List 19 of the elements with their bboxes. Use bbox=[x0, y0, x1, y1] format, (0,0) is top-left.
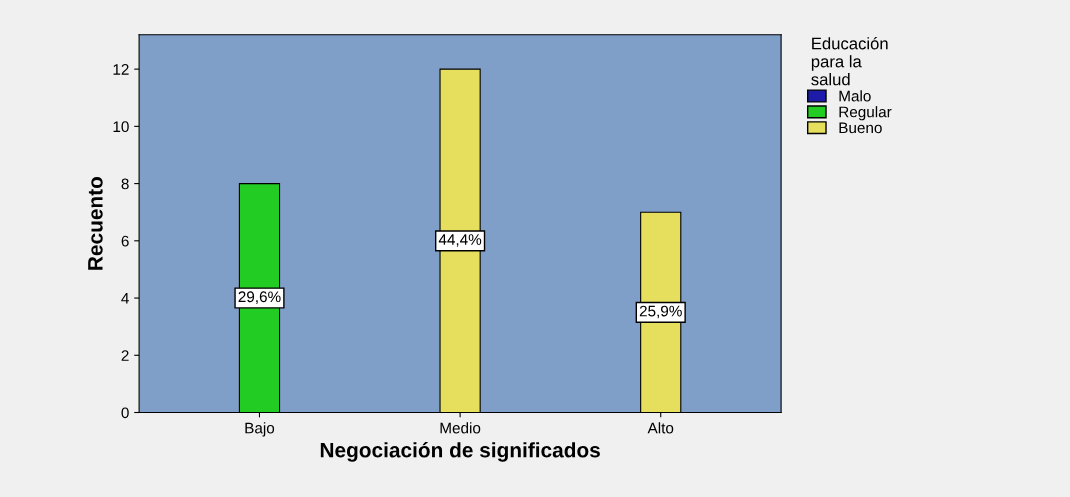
x-tick-label: Medio bbox=[440, 422, 481, 434]
legend-label: Bueno bbox=[839, 122, 882, 134]
y-tick-label: 8 bbox=[121, 178, 129, 190]
y-tick-label: 6 bbox=[121, 235, 129, 247]
legend-label: Regular bbox=[839, 106, 892, 121]
annotation: 44,4% bbox=[438, 234, 482, 247]
y-tick-label: 10 bbox=[113, 121, 129, 133]
y-tick-label: 4 bbox=[121, 293, 129, 304]
x-tick-label: Bajo bbox=[245, 422, 275, 437]
y-tick-label: 2 bbox=[121, 350, 129, 361]
legend-title: Educación para la salud bbox=[811, 37, 888, 86]
y-axis-title: Recuento bbox=[88, 177, 103, 270]
x-axis-title: Negociación de significados bbox=[320, 442, 600, 462]
y-tick-label: 12 bbox=[113, 64, 129, 75]
annotation: 29,6% bbox=[238, 291, 281, 304]
x-tick-label: Alto bbox=[647, 422, 674, 434]
legend-label: Malo bbox=[839, 90, 871, 102]
y-tick-label: 0 bbox=[121, 407, 129, 419]
annotation: 25,9% bbox=[639, 305, 682, 319]
